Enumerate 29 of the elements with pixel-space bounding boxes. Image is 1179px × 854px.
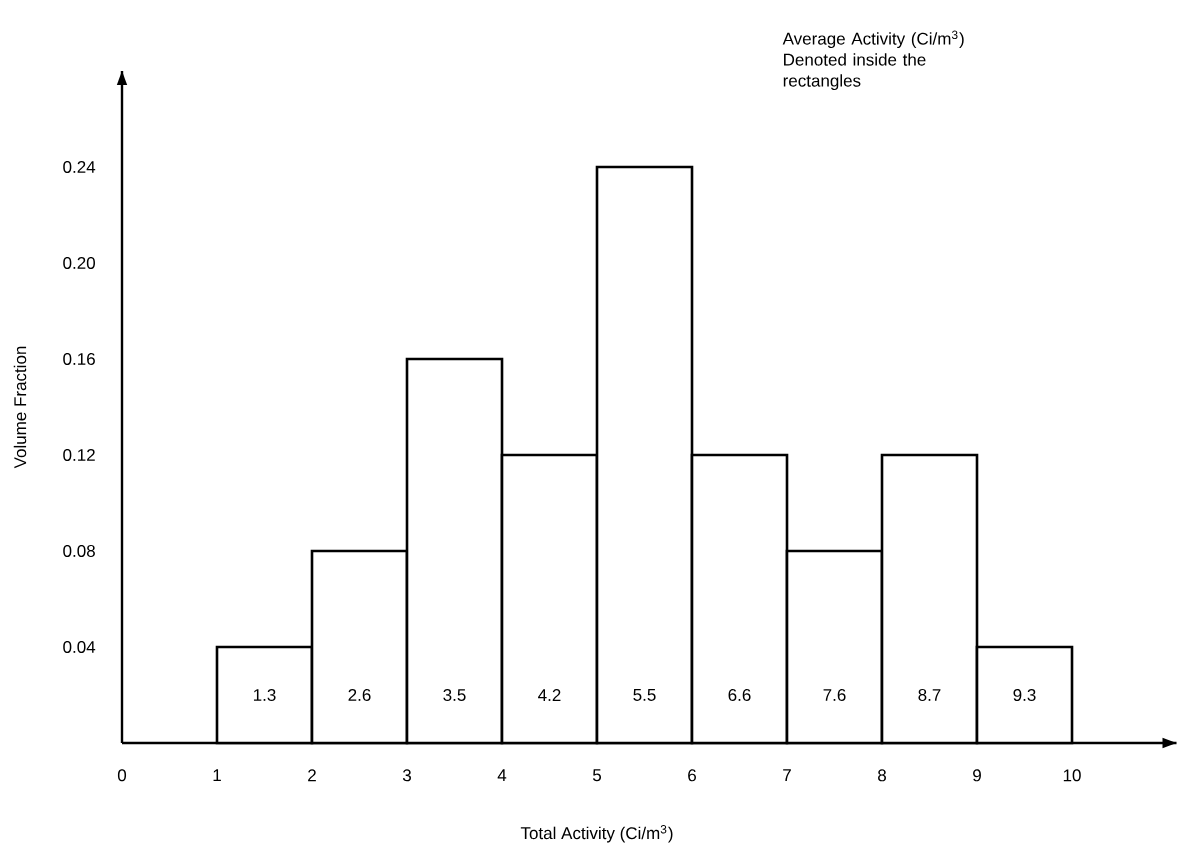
y-axis-title: Volume Fraction xyxy=(13,346,27,469)
x-axis-title: Total Activity (Ci/m$^{3}$) xyxy=(520,825,673,843)
x-tick-label: 2 xyxy=(308,769,316,782)
annotation: 7.6 xyxy=(823,688,846,701)
x-tick-label: 4 xyxy=(497,769,507,782)
x-tick-label: 6 xyxy=(688,769,696,782)
y-tick-label: 0.08 xyxy=(63,544,95,557)
annotation: 9.3 xyxy=(1013,688,1036,701)
x-tick-label: 10 xyxy=(1063,769,1081,782)
annotation: 2.6 xyxy=(348,688,371,701)
y-tick-label: 0.12 xyxy=(63,448,95,461)
y-tick-label: 0.16 xyxy=(63,352,95,365)
y-tick-label: 0.20 xyxy=(63,256,95,269)
y-tick-label: 0.04 xyxy=(63,640,96,653)
x-tick-label: 3 xyxy=(402,769,411,782)
annotation: 6.6 xyxy=(728,688,751,701)
x-tick-label: 1 xyxy=(213,769,221,782)
x-tick-label: 8 xyxy=(878,769,886,782)
x-tick-label: 9 xyxy=(973,769,981,782)
annotation: 5.5 xyxy=(633,689,656,701)
text: Average Activity (Ci/m$^{3}$) Denoted inside the rectangles xyxy=(782,30,964,91)
annotation: 1.3 xyxy=(253,688,276,701)
annotation: 8.7 xyxy=(918,688,941,701)
x-tick-label: 7 xyxy=(783,769,791,782)
x-tick-label: 5 xyxy=(592,769,602,782)
y-tick-label: 0.24 xyxy=(63,160,96,173)
annotation: 3.5 xyxy=(443,688,466,701)
annotation: 4.2 xyxy=(538,689,561,701)
x-tick-label: 0 xyxy=(117,769,127,782)
